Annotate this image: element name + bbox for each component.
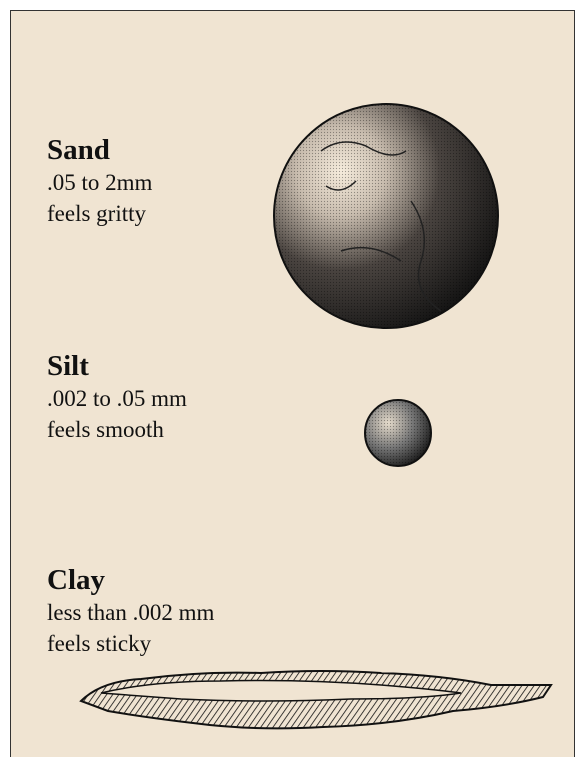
particle-size: .002 to .05 mm	[47, 383, 187, 414]
particle-feel: feels smooth	[47, 414, 187, 445]
particle-name: Clay	[47, 563, 214, 597]
particle-feel: feels sticky	[47, 628, 214, 659]
clay-label: Clay less than .002 mm feels sticky	[47, 563, 214, 659]
particle-size: less than .002 mm	[47, 597, 214, 628]
clay-particle	[81, 671, 551, 728]
particle-name: Sand	[47, 133, 152, 167]
particle-name: Silt	[47, 349, 187, 383]
silt-grain	[365, 400, 431, 466]
panel: Sand .05 to 2mm feels gritty Silt .002 t…	[10, 10, 575, 757]
sand-grain	[274, 104, 498, 328]
sand-label: Sand .05 to 2mm feels gritty	[47, 133, 152, 229]
page: Sand .05 to 2mm feels gritty Silt .002 t…	[0, 0, 583, 757]
particle-feel: feels gritty	[47, 198, 152, 229]
silt-label: Silt .002 to .05 mm feels smooth	[47, 349, 187, 445]
particle-size: .05 to 2mm	[47, 167, 152, 198]
